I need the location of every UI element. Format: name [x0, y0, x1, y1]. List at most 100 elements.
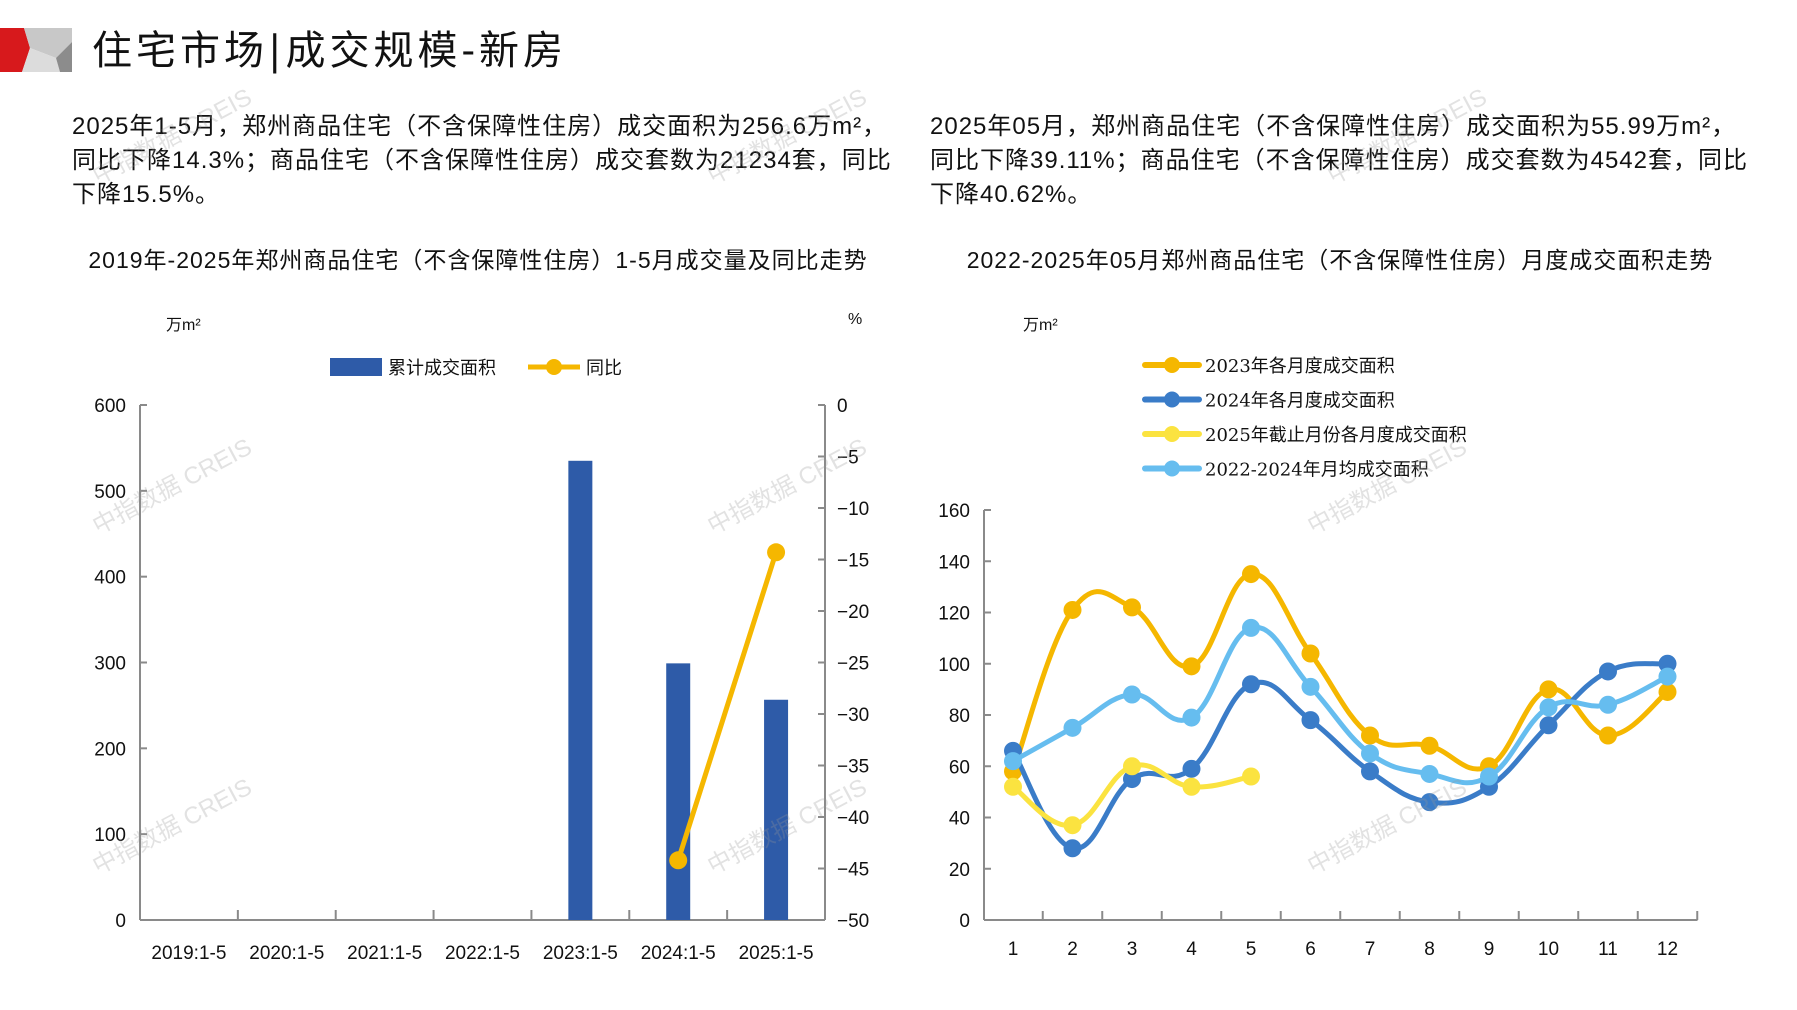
x-tick-label: 9 [1484, 939, 1495, 960]
x-tick-label: 7 [1365, 939, 1376, 960]
series-point [1361, 744, 1379, 763]
series-point [1242, 675, 1260, 694]
legend-bar-swatch [330, 358, 382, 376]
legend-label: 2023年各月度成交面积 [1205, 356, 1395, 377]
y-tick-label: 100 [938, 655, 970, 676]
series-point [1361, 762, 1379, 781]
legend-marker [1164, 391, 1180, 408]
legend-bar-label: 累计成交面积 [388, 358, 496, 379]
geometric-logo-icon [0, 28, 72, 72]
y-tick-label: 600 [94, 396, 126, 417]
left-chart-title: 2019年-2025年郑州商品住宅（不含保障性住房）1-5月成交量及同比走势 [88, 247, 868, 273]
series-point [1182, 777, 1201, 796]
series-point [1599, 695, 1617, 714]
y2-tick-label: −35 [837, 757, 869, 778]
x-tick-label: 1 [1008, 939, 1019, 960]
series-point [1063, 816, 1082, 835]
series-point [1480, 767, 1498, 786]
x-tick-label: 12 [1657, 939, 1678, 960]
series-point [1242, 618, 1260, 637]
y2-tick-label: −25 [837, 654, 869, 675]
left-y2-unit: % [848, 311, 863, 328]
legend-label: 2025年截止月份各月度成交面积 [1205, 425, 1467, 446]
series-point [1539, 680, 1558, 699]
y-tick-label: 100 [94, 825, 126, 846]
series-point [1301, 711, 1320, 730]
series-point [1599, 726, 1617, 745]
y-tick-label: 500 [94, 482, 126, 503]
x-tick-label: 2023:1-5 [543, 943, 618, 964]
legend-line-label: 同比 [586, 358, 622, 379]
bar [764, 699, 789, 920]
bar [666, 663, 691, 920]
y2-tick-label: −40 [837, 808, 869, 829]
y-tick-label: 400 [94, 568, 126, 589]
series-point [1420, 793, 1439, 812]
series-point [1004, 752, 1022, 771]
y-tick-label: 60 [949, 757, 970, 778]
yoy-point [669, 851, 688, 870]
series-point [1420, 764, 1439, 783]
y2-tick-label: 0 [837, 396, 848, 417]
series-point [1123, 770, 1141, 789]
x-tick-label: 8 [1424, 939, 1435, 960]
series-point [1004, 777, 1022, 796]
y-tick-label: 0 [959, 911, 970, 932]
series-point [1123, 598, 1141, 617]
x-tick-label: 2024:1-5 [641, 943, 716, 964]
series-point [1658, 654, 1677, 673]
series-point [1063, 718, 1082, 737]
x-tick-label: 6 [1305, 939, 1316, 960]
series-point [1361, 726, 1379, 745]
bar [568, 460, 593, 920]
left-y-unit: 万m² [166, 317, 201, 334]
y-tick-label: 40 [949, 809, 970, 830]
y2-tick-label: −5 [837, 448, 859, 469]
series-line [1010, 571, 1670, 774]
x-tick-label: 11 [1598, 939, 1618, 960]
summary-left: 2025年1-5月，郑州商品住宅（不含保障性住房）成交面积为256.6万m²，同… [72, 113, 892, 208]
legend-label: 2022-2024年月均成交面积 [1205, 460, 1429, 481]
series-point [1063, 600, 1082, 619]
y-tick-label: 200 [94, 739, 126, 760]
y2-tick-label: −10 [837, 499, 869, 520]
y-tick-label: 300 [94, 654, 126, 675]
series-point [1123, 685, 1141, 704]
series-point [1182, 759, 1201, 778]
y-tick-label: 160 [938, 501, 970, 522]
series-point [1420, 736, 1439, 755]
y-tick-label: 80 [949, 706, 970, 727]
legend-marker [1164, 357, 1180, 373]
series-point [1539, 698, 1558, 717]
y-tick-label: 120 [938, 604, 970, 625]
x-tick-label: 2025:1-5 [739, 943, 814, 964]
page-title: 住宅市场|成交规模-新房 [92, 28, 567, 74]
series-point [1301, 644, 1320, 663]
x-tick-label: 10 [1538, 939, 1559, 960]
series-point [1063, 839, 1082, 858]
legend-marker [1164, 426, 1180, 442]
right-y-unit: 万m² [1023, 317, 1058, 334]
y2-tick-label: −30 [837, 705, 869, 726]
legend-marker [1164, 460, 1180, 477]
y2-tick-label: −15 [837, 551, 869, 572]
series-line [1010, 661, 1670, 851]
x-tick-label: 4 [1186, 939, 1197, 960]
series-point [1599, 662, 1617, 681]
series-point [1242, 767, 1260, 786]
series-point [1242, 565, 1260, 584]
x-tick-label: 3 [1127, 939, 1138, 960]
legend-label: 2024年各月度成交面积 [1205, 391, 1395, 412]
x-tick-label: 5 [1246, 939, 1257, 960]
y-tick-label: 140 [938, 552, 970, 573]
y-tick-label: 0 [115, 911, 126, 932]
legend-line-marker [546, 359, 562, 375]
yoy-line [675, 549, 779, 863]
y2-tick-label: −20 [837, 602, 869, 623]
yoy-point [767, 543, 786, 562]
y-tick-label: 20 [949, 860, 970, 881]
series-point [1658, 667, 1677, 686]
x-tick-label: 2022:1-5 [445, 943, 520, 964]
